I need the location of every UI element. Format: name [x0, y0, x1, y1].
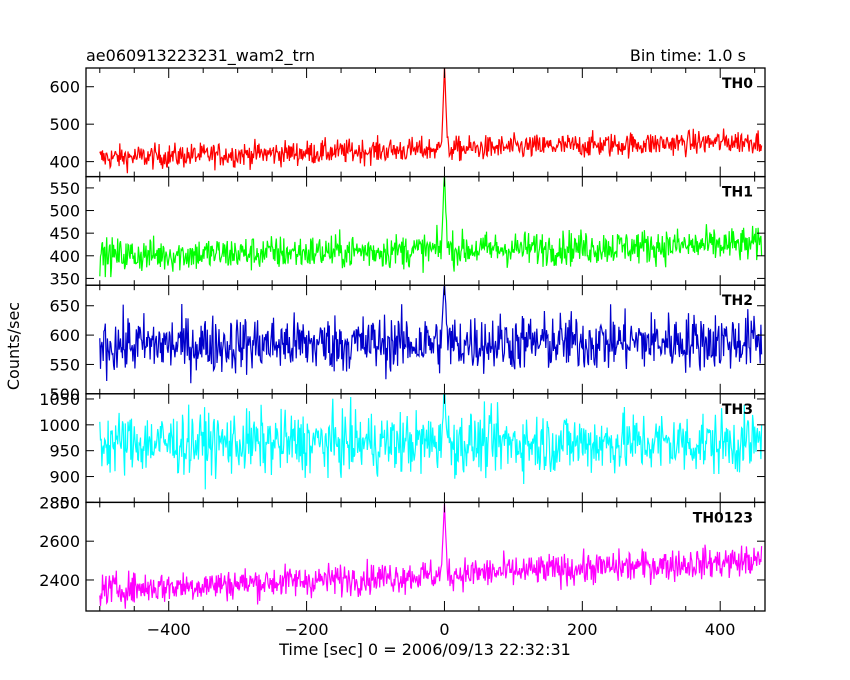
- y-tick-label: 1000: [39, 416, 80, 435]
- panel-frame: [85, 175, 766, 286]
- y-tick-label: 2800: [39, 493, 80, 512]
- x-tick-label: −200: [285, 620, 329, 639]
- series-line-th1: [99, 176, 763, 278]
- x-tick-label: −400: [147, 620, 191, 639]
- y-tick-label: 400: [49, 153, 80, 172]
- panels-group: 400 500 600 TH0 350 400 450 500 550 TH1 500 550 600 6…: [39, 67, 766, 612]
- bin-time-label: Bin time: 1.0 s: [630, 46, 746, 65]
- y-tick-label: 650: [49, 297, 80, 316]
- panel-label-th0: TH0: [722, 76, 753, 92]
- x-tick-label: 200: [567, 620, 598, 639]
- panel-frame: [85, 67, 766, 178]
- y-tick-label: 500: [49, 202, 80, 221]
- y-tick-label: 550: [49, 355, 80, 374]
- panel-label-th3: TH3: [722, 402, 753, 418]
- y-tick-label: 350: [49, 269, 80, 288]
- y-axis-label: Counts/sec: [4, 302, 23, 390]
- y-tick-label: 450: [49, 224, 80, 243]
- y-tick-label: 2400: [39, 571, 80, 590]
- x-tick-label: 0: [439, 620, 449, 639]
- y-tick-label: 600: [49, 326, 80, 345]
- x-tick-label: 400: [705, 620, 736, 639]
- y-tick-label: 500: [49, 385, 80, 404]
- panel-frame: [85, 501, 766, 612]
- series-line-th2: [99, 285, 763, 384]
- panel-label-th1: TH1: [722, 185, 753, 201]
- x-axis-label: Time [sec] 0 = 2006/09/13 22:32:31: [278, 640, 571, 659]
- y-tick-label: 850: [49, 493, 80, 512]
- panel-label-th0123: TH0123: [693, 510, 753, 526]
- series-line-th0: [99, 68, 763, 174]
- panel-label-th2: TH2: [722, 293, 753, 309]
- series-line-th0123: [99, 503, 763, 609]
- y-tick-label: 550: [49, 179, 80, 198]
- y-tick-label: 950: [49, 442, 80, 461]
- y-tick-label: 400: [49, 247, 80, 266]
- y-tick-label: 500: [49, 115, 80, 134]
- y-tick-label: 1050: [39, 390, 80, 409]
- series-line-th3: [99, 393, 763, 490]
- y-tick-label: 900: [49, 468, 80, 487]
- chart-title: ae060913223231_wam2_trn: [86, 46, 315, 66]
- x-axis-ticks: −400 −200 0 200 400: [147, 620, 736, 639]
- y-tick-label: 2600: [39, 532, 80, 551]
- y-tick-label: 600: [49, 78, 80, 97]
- panel-frame: [85, 393, 766, 504]
